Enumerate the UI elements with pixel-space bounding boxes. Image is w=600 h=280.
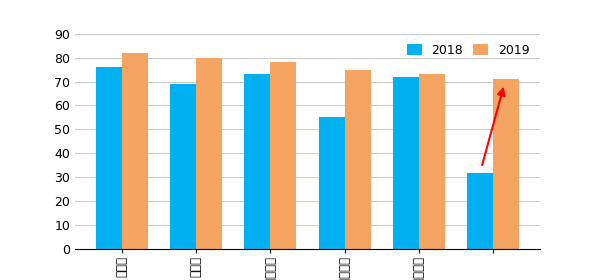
- Bar: [344, 69, 371, 249]
- Bar: [393, 77, 419, 249]
- Bar: [493, 79, 519, 249]
- Legend: 2018, 2019: 2018, 2019: [403, 40, 534, 60]
- Bar: [96, 67, 122, 249]
- Bar: [319, 117, 344, 249]
- Bar: [419, 74, 445, 249]
- Bar: [271, 62, 296, 249]
- Bar: [196, 58, 222, 249]
- Bar: [244, 74, 271, 249]
- Bar: [122, 53, 148, 249]
- Bar: [170, 84, 196, 249]
- Bar: [467, 172, 493, 249]
